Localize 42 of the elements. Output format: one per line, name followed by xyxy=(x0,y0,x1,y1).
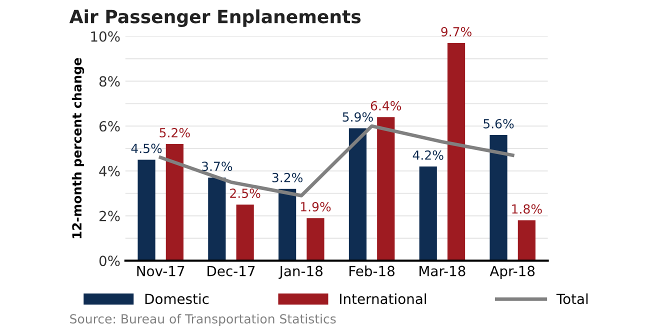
data-label: 5.9% xyxy=(342,112,373,122)
data-label: 2.5% xyxy=(230,188,260,198)
y-tick-label: 2% xyxy=(100,210,120,222)
bar xyxy=(419,166,437,261)
x-tick-label: Dec-17 xyxy=(208,266,255,276)
data-label: 9.7% xyxy=(441,26,472,36)
bar xyxy=(208,178,226,261)
bar xyxy=(490,135,508,261)
x-tick-label: Mar-18 xyxy=(420,266,466,276)
y-axis-title: 12-month percent change xyxy=(72,58,84,238)
data-label: 4.2% xyxy=(412,150,444,160)
data-label: 3.7% xyxy=(202,162,232,172)
bar xyxy=(518,220,536,261)
data-label: 5.6% xyxy=(484,118,514,128)
y-tick-label: 0% xyxy=(99,256,120,266)
data-label: 4.5% xyxy=(131,144,162,154)
y-tick-label: 10% xyxy=(91,31,120,42)
source-note: Source: Bureau of Transportation Statistics xyxy=(70,314,336,326)
y-tick-label: 4% xyxy=(99,166,120,176)
bar xyxy=(447,43,466,261)
y-tick-label: 6% xyxy=(99,121,120,132)
legend-label: Domestic xyxy=(145,293,209,304)
data-label: 1.8% xyxy=(512,204,542,214)
legend-label: Total xyxy=(556,293,588,304)
x-tick-label: Apr-18 xyxy=(490,266,535,280)
bar xyxy=(278,188,296,261)
data-label: 5.2% xyxy=(160,128,190,138)
data-label: 3.2% xyxy=(272,172,303,182)
x-tick-label: Nov-17 xyxy=(137,266,184,276)
bar xyxy=(138,160,156,261)
bar xyxy=(306,218,324,261)
bar xyxy=(166,144,184,261)
y-tick-label: 8% xyxy=(99,76,120,87)
x-tick-label: Feb-18 xyxy=(350,266,394,276)
x-tick-label: Jan-18 xyxy=(278,266,322,279)
bar xyxy=(236,204,254,261)
bar xyxy=(348,128,367,261)
bar xyxy=(377,117,395,261)
data-label: 1.9% xyxy=(300,202,331,212)
legend-label: International xyxy=(340,293,426,304)
data-label: 6.4% xyxy=(370,101,402,110)
chart-title: Air Passenger Enplanements xyxy=(69,9,361,27)
